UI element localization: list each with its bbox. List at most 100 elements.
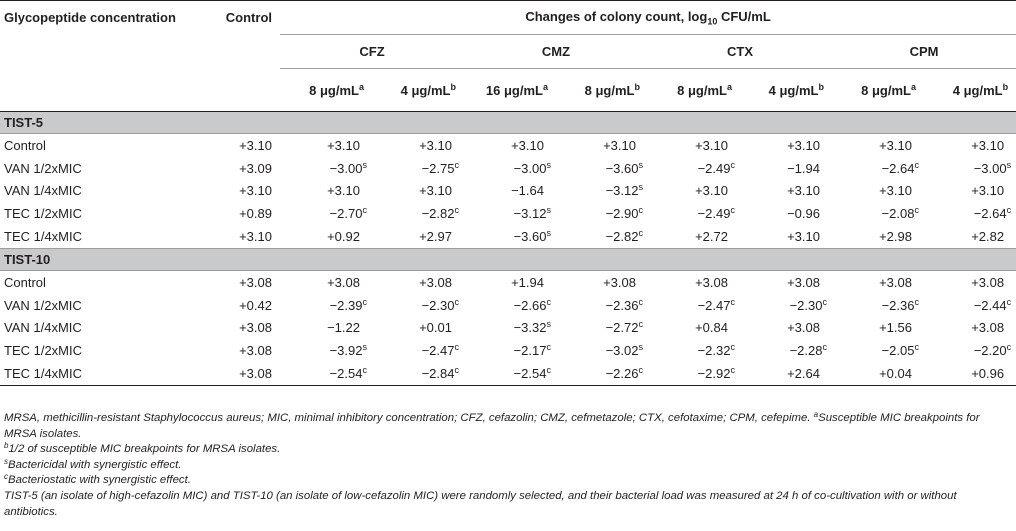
effect-mark: c <box>454 365 460 376</box>
row-label: VAN 1/2xMIC <box>4 297 82 313</box>
dose-header: 16 μg/mLa <box>464 68 556 112</box>
effect-mark: c <box>546 342 552 353</box>
value-cell: +3.08 <box>971 274 1005 290</box>
value-cell: +3.10 <box>695 183 728 199</box>
value-cell: −2.05c <box>881 342 919 359</box>
dose-header: 8 μg/mLa <box>280 68 372 112</box>
effect-mark: c <box>914 296 920 307</box>
group-header-cpm: CPM <box>832 34 1016 69</box>
section-title: TIST-5 <box>0 111 1016 134</box>
table-row: VAN 1/4xMIC +3.10 +3.10 +3.10 −1.64 −3.12s +3.… <box>0 180 1016 203</box>
control-cell: +3.10 <box>239 183 272 199</box>
table-row: TEC 1/2xMIC +0.89 −2.70c −2.82c −3.12s −2.90c… <box>0 202 1016 225</box>
table-body: TIST-5 Control +3.10 +3.10 +3.10 +3.10 +3.10 +3… <box>0 111 1016 386</box>
effect-mark: c <box>730 205 736 216</box>
effect-mark: c <box>362 296 368 307</box>
value-cell: −2.49c <box>697 205 736 222</box>
dose-row: 8 μg/mLa 4 μg/mLb 16 μg/mLa 8 μg/mLb 8 μg/mL… <box>0 68 1016 112</box>
value-cell: −3.00s <box>329 159 368 176</box>
value-cell: +3.10 <box>327 183 360 199</box>
value-cell: +0.84 <box>695 320 728 336</box>
value-cell: −2.84c <box>372 362 464 386</box>
effect-mark: c <box>454 296 460 307</box>
effect-mark: c <box>546 365 552 376</box>
value-cell: −3.60s <box>513 228 552 245</box>
dose-header: 4 μg/mLb <box>372 68 464 112</box>
changes-header: Changes of colony count, log10 CFU/mL <box>280 0 1016 35</box>
value-cell: −2.64c <box>973 205 1012 222</box>
section-header-row: TIST-5 <box>0 111 1016 134</box>
effect-mark: c <box>638 319 644 330</box>
effect-mark: c <box>454 205 460 216</box>
footnote-abbrev: MRSA, methicillin-resistant Staphylococc… <box>4 410 980 440</box>
control-cell: +3.10 <box>239 137 272 153</box>
row-label: TEC 1/4xMIC <box>0 362 200 386</box>
effect-mark: s <box>546 228 552 239</box>
footnote-tist: TIST-5 (an isolate of high-cefazolin MIC… <box>4 489 957 518</box>
value-cell: +3.10 <box>603 137 636 153</box>
value-cell: −2.66c <box>513 296 551 313</box>
table-footnotes: MRSA, methicillin-resistant Staphylococc… <box>4 411 1010 520</box>
value-cell: −3.12s <box>605 182 643 199</box>
value-cell: −1.64 <box>511 183 544 199</box>
table-row: TEC 1/2xMIC +3.08 −3.92s −2.47c −2.17c −3.02s… <box>0 339 1016 362</box>
table-row: Control +3.08 +3.08 +3.08 +1.94 +3.08 +3.08 +3.… <box>0 270 1016 293</box>
control-cell: +0.42 <box>239 297 272 313</box>
value-cell: −2.39c <box>329 296 368 313</box>
row-label: TEC 1/4xMIC <box>4 229 83 245</box>
footnote-b: b1/2 of susceptible MIC breakpoints for … <box>4 441 281 456</box>
value-cell: +2.72 <box>695 229 728 245</box>
value-cell: +2.98 <box>879 229 912 245</box>
value-cell: +3.08 <box>695 274 728 290</box>
footnote-c: cBacteriostatic with synergistic effect. <box>4 472 191 487</box>
row-label: Control <box>4 274 46 290</box>
effect-mark: s <box>546 205 552 216</box>
value-cell: −2.20c <box>973 342 1012 359</box>
effect-mark: c <box>638 365 644 376</box>
effect-mark: c <box>822 342 828 353</box>
table-header: Glycopeptide concentration Control Chang… <box>0 0 1016 112</box>
dose-header: 4 μg/mLb <box>924 68 1016 112</box>
control-cell: +3.09 <box>239 160 272 176</box>
value-cell: +0.04 <box>832 362 924 386</box>
value-cell: +3.08 <box>787 274 820 290</box>
value-cell: +3.10 <box>695 137 728 153</box>
glyco-col-header: Glycopeptide concentration <box>0 0 200 35</box>
value-cell: +3.10 <box>419 137 452 153</box>
value-cell: −2.36c <box>881 296 920 313</box>
value-cell: +0.01 <box>419 320 452 336</box>
effect-mark: s <box>546 159 552 170</box>
value-cell: −2.54c <box>464 362 556 386</box>
table-row: VAN 1/2xMIC +3.09 −3.00s −2.75c −3.00s −3.60s… <box>0 157 1016 180</box>
value-cell: −2.92c <box>648 362 740 386</box>
control-cell: +3.10 <box>239 229 272 245</box>
dose-header: 8 μg/mLb <box>556 68 648 112</box>
value-cell: +3.10 <box>327 137 360 153</box>
value-cell: −2.90c <box>605 205 643 222</box>
group-header-cmz: CMZ <box>464 34 648 69</box>
effect-mark: c <box>362 365 368 376</box>
value-cell: +3.08 <box>879 274 912 290</box>
value-cell: −2.26c <box>556 362 648 386</box>
value-cell: −2.30c <box>789 296 828 313</box>
value-cell: −2.75c <box>421 159 459 176</box>
effect-mark: c <box>822 296 828 307</box>
value-cell: +3.08 <box>327 274 360 290</box>
control-cell: +3.08 <box>239 320 272 336</box>
value-cell: −2.64c <box>881 159 919 176</box>
effect-mark: s <box>362 159 368 170</box>
dose-header: 8 μg/mLa <box>832 68 924 112</box>
table-row: VAN 1/4xMIC +3.08 −1.22 +0.01 −3.32s −2.72c +0… <box>0 317 1016 340</box>
value-cell: +3.10 <box>419 183 452 199</box>
value-cell: −1.94 <box>787 160 820 176</box>
control-cell: +3.08 <box>239 274 272 290</box>
value-cell: −3.02s <box>605 342 643 359</box>
value-cell: +1.56 <box>879 320 912 336</box>
section-header-row: TIST-10 <box>0 247 1016 271</box>
value-cell: −1.22 <box>327 320 360 336</box>
value-cell: +3.08 <box>603 274 636 290</box>
value-cell: −3.12s <box>513 205 552 222</box>
value-cell: −2.36c <box>605 296 643 313</box>
value-cell: −2.08c <box>881 205 919 222</box>
effect-mark: c <box>1006 205 1012 216</box>
